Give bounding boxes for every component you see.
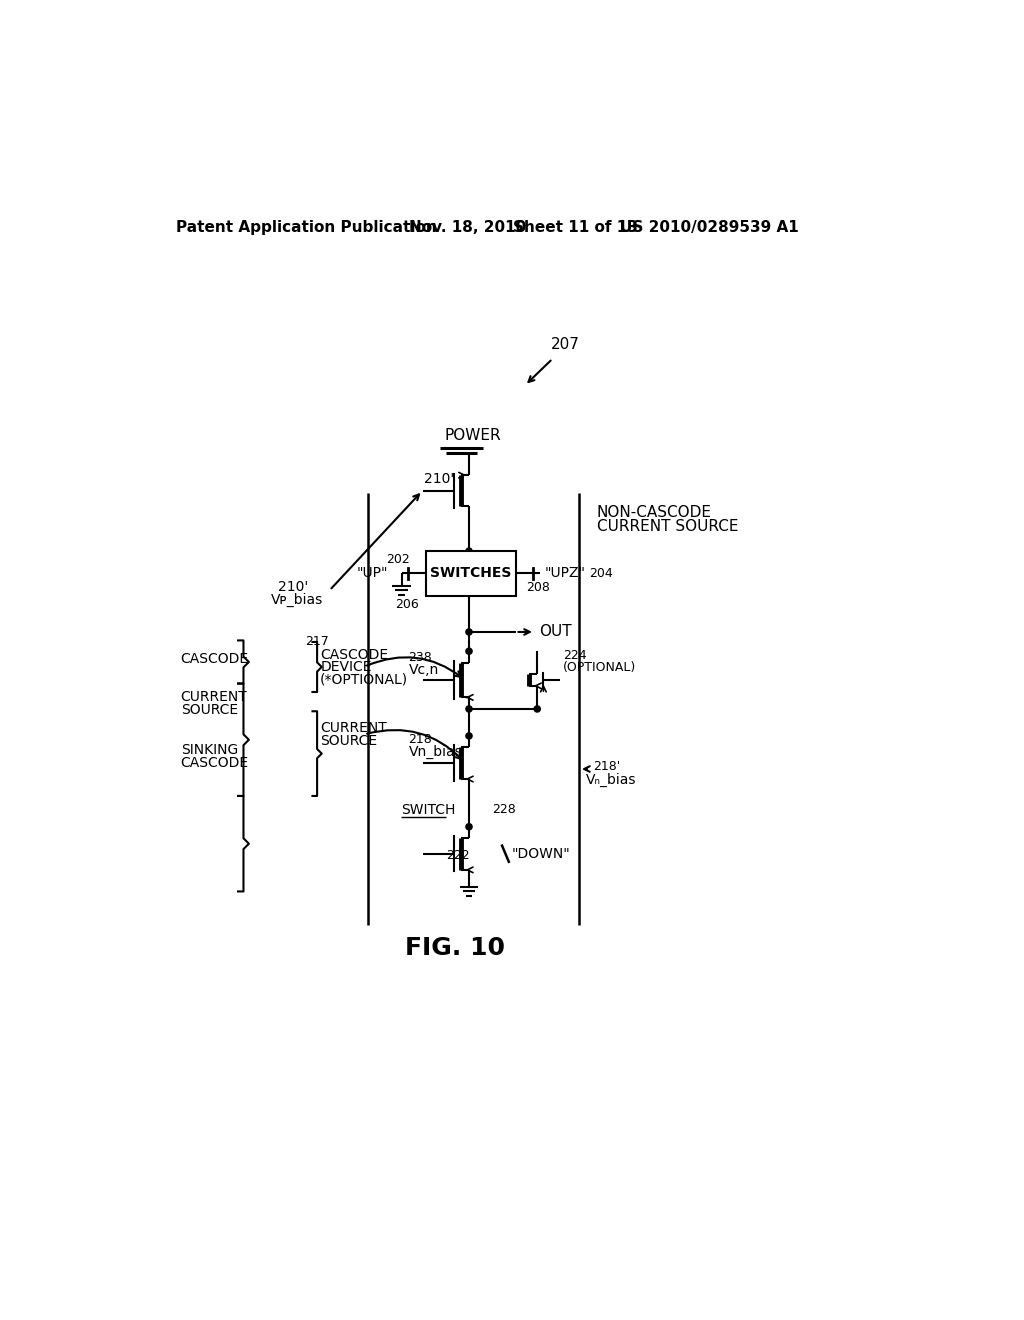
Text: Patent Application Publication: Patent Application Publication [176,220,437,235]
Text: 238: 238 [409,651,432,664]
Text: Vn_bias: Vn_bias [409,744,462,759]
Text: CURRENT: CURRENT [321,721,387,735]
Text: 208: 208 [526,581,550,594]
Text: 202: 202 [386,553,410,566]
Text: CASCODE: CASCODE [180,756,249,770]
Text: SINKING: SINKING [180,743,238,756]
Text: OUT: OUT [539,624,571,639]
Text: 217: 217 [305,635,329,648]
Bar [426,552,515,595]
Text: "DOWN": "DOWN" [512,846,570,861]
Text: SOURCE: SOURCE [321,734,377,747]
Text: Nov. 18, 2010: Nov. 18, 2010 [410,220,526,235]
Text: (*OPTIONAL): (*OPTIONAL) [321,673,409,686]
Text: "UPZ": "UPZ" [544,566,585,581]
Text: 222: 222 [445,849,469,862]
Circle shape [466,648,472,655]
Text: Vᴘ_bias: Vᴘ_bias [271,593,324,607]
Text: 224: 224 [563,648,587,661]
Text: "UP": "UP" [356,566,388,581]
Text: SWITCH: SWITCH [400,803,456,817]
Circle shape [466,824,472,830]
Text: 210': 210' [278,579,308,594]
Text: Sheet 11 of 13: Sheet 11 of 13 [513,220,638,235]
Text: FIG. 10: FIG. 10 [406,936,506,960]
Text: 204: 204 [589,566,613,579]
Text: 218: 218 [409,733,432,746]
Text: US 2010/0289539 A1: US 2010/0289539 A1 [621,220,799,235]
Text: CASCODE: CASCODE [180,652,249,665]
Text: Vₙ_bias: Vₙ_bias [586,772,637,787]
Circle shape [466,628,472,635]
Text: 218': 218' [593,760,621,774]
Text: Vc,n: Vc,n [409,663,439,677]
Text: 207: 207 [550,337,580,352]
Circle shape [535,706,541,711]
Text: CASCODE: CASCODE [321,648,388,663]
Text: 210': 210' [424,471,455,486]
Text: CURRENT SOURCE: CURRENT SOURCE [597,519,738,535]
Text: SWITCHES: SWITCHES [430,566,512,581]
Text: (OPTIONAL): (OPTIONAL) [563,661,636,675]
Text: POWER: POWER [444,428,501,444]
Text: 228: 228 [493,804,516,816]
Text: CURRENT: CURRENT [180,690,248,705]
Text: SOURCE: SOURCE [180,704,238,718]
Text: NON-CASCODE: NON-CASCODE [597,506,712,520]
Circle shape [466,548,472,554]
Text: 206: 206 [395,598,419,611]
Text: DEVICE: DEVICE [321,660,372,675]
Circle shape [466,706,472,711]
Circle shape [466,733,472,739]
